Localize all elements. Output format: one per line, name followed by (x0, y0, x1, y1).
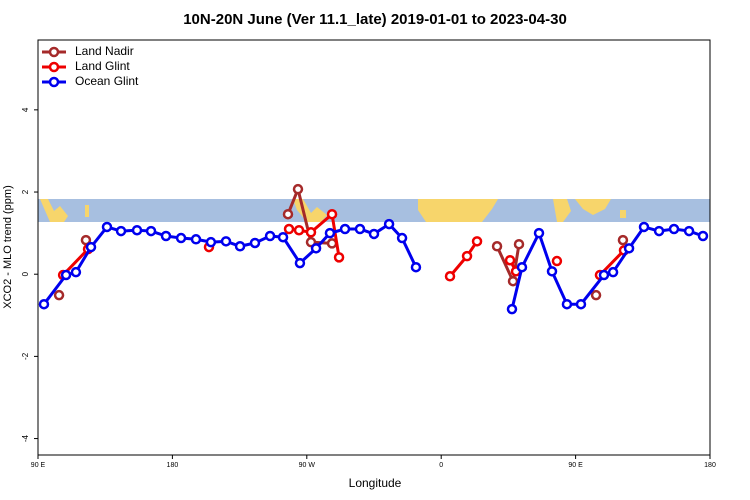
chart-title: 10N-20N June (Ver 11.1_late) 2019-01-01 … (183, 11, 567, 28)
x-tick-label: 180 (704, 462, 716, 469)
data-point (607, 266, 619, 278)
data-point (697, 230, 709, 242)
data-point (175, 232, 187, 244)
legend-label: Ocean Glint (75, 74, 139, 88)
data-point (160, 230, 172, 242)
legend-item: Land Nadir (42, 44, 134, 58)
x-tick-label: 180 (167, 462, 179, 469)
data-point (249, 237, 261, 249)
land (40, 199, 626, 222)
data-point (324, 227, 336, 239)
x-axis-label: Longitude (349, 476, 402, 490)
data-point (506, 303, 518, 315)
legend-item: Land Glint (42, 59, 130, 73)
data-point (283, 223, 295, 235)
data-point (70, 266, 82, 278)
x-tick-label: 0 (439, 462, 443, 469)
data-point (383, 218, 395, 230)
data-point (190, 234, 202, 245)
data-point (668, 223, 680, 235)
data-point (38, 298, 50, 310)
data-point (310, 243, 322, 254)
x-tick-label: 90 E (31, 462, 46, 469)
data-point (444, 271, 456, 282)
data-point (504, 254, 516, 266)
data-point (533, 227, 545, 239)
data-point (410, 261, 422, 273)
data-point (80, 234, 92, 246)
data-point (53, 289, 65, 301)
data-point (516, 261, 528, 273)
data-point (623, 243, 635, 254)
legend-marker (48, 76, 60, 88)
data-point (598, 269, 610, 281)
y-tick-label: 2 (21, 189, 30, 194)
data-point (638, 221, 650, 233)
data-point (546, 266, 558, 277)
data-point (205, 236, 217, 248)
legend-label: Land Nadir (75, 44, 134, 58)
legend-label: Land Glint (75, 59, 130, 73)
x-tick-label: 90 W (299, 462, 316, 469)
data-point (220, 236, 232, 247)
ocean-band (38, 199, 710, 222)
legend-marker (48, 46, 60, 58)
data-point (507, 275, 519, 287)
data-point (354, 223, 366, 235)
data-point (101, 221, 113, 233)
data-point (368, 228, 380, 240)
data-point (683, 225, 695, 237)
legend-marker (48, 61, 60, 73)
data-point (590, 289, 602, 301)
data-point (282, 208, 294, 220)
data-point (294, 257, 306, 269)
data-point (131, 224, 143, 236)
data-point (326, 208, 338, 220)
data-point (115, 225, 127, 237)
map-strip (38, 199, 710, 222)
data-point (617, 234, 629, 246)
data-point (575, 298, 587, 310)
data-point (264, 230, 276, 242)
x-tick-label: 90 E (568, 462, 583, 469)
data-point (471, 236, 483, 247)
data-point (60, 269, 72, 281)
data-point (461, 250, 473, 262)
data-point (293, 224, 305, 236)
y-tick-label: 4 (21, 107, 30, 112)
plot-frame (37, 39, 711, 456)
data-point (292, 183, 304, 195)
data-point (653, 225, 665, 237)
y-axis-label: XCO2 - MLO trend (ppm) (2, 185, 14, 308)
data-point (513, 238, 525, 250)
data-point (551, 255, 563, 267)
legend-item: Ocean Glint (42, 74, 139, 88)
data-point (339, 223, 351, 235)
data-point (277, 231, 289, 243)
y-tick-label: -2 (21, 352, 30, 360)
data-point (305, 227, 317, 238)
y-tick-label: -4 (21, 434, 30, 442)
data-point (396, 232, 408, 244)
data-point (145, 225, 157, 237)
data-point (234, 241, 246, 252)
y-tick-label: 0 (21, 271, 30, 276)
data-point (333, 252, 345, 263)
data-point (491, 241, 503, 252)
data-point (85, 241, 97, 253)
data-point (561, 298, 573, 310)
